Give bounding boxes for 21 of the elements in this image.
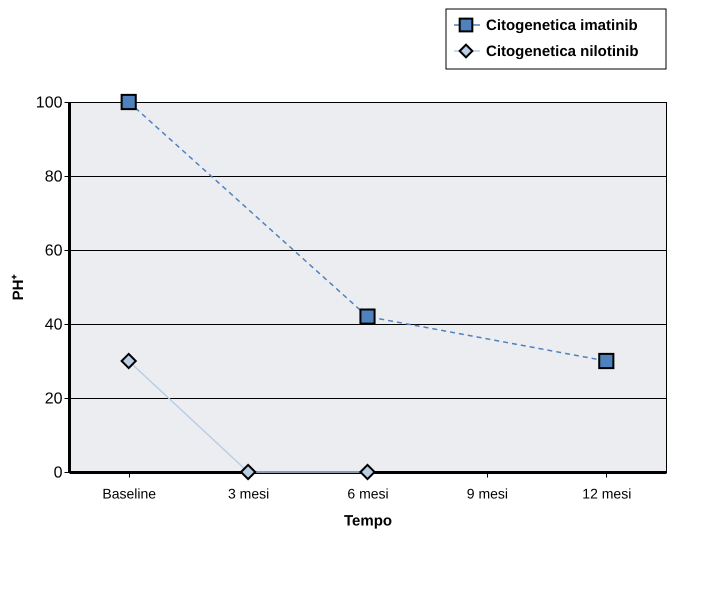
x-tick-label: Baseline [102,486,156,502]
x-tick-label: 12 mesi [582,486,632,502]
x-tick-label: 9 mesi [466,486,508,502]
y-tick-label: 100 [36,94,63,112]
y-tick-label: 0 [54,464,63,482]
y-tick-label: 40 [44,316,63,334]
y-axis-title: PH⁺ [10,274,27,300]
x-axis-title: Tempo [344,512,392,530]
legend-label: Citogenetica nilotinib [486,43,638,60]
y-tick-label: 80 [44,168,63,186]
x-tick-label: 6 mesi [347,486,389,502]
x-tick-label: 3 mesi [228,486,270,502]
point [240,464,256,480]
y-tick-label: 60 [44,242,63,260]
point [359,464,376,480]
y-tick-label: 20 [44,390,63,408]
point [120,94,137,110]
legend-label: Citogenetica imatinib [486,17,638,34]
point [120,352,137,370]
point [359,308,376,325]
point [598,352,614,370]
